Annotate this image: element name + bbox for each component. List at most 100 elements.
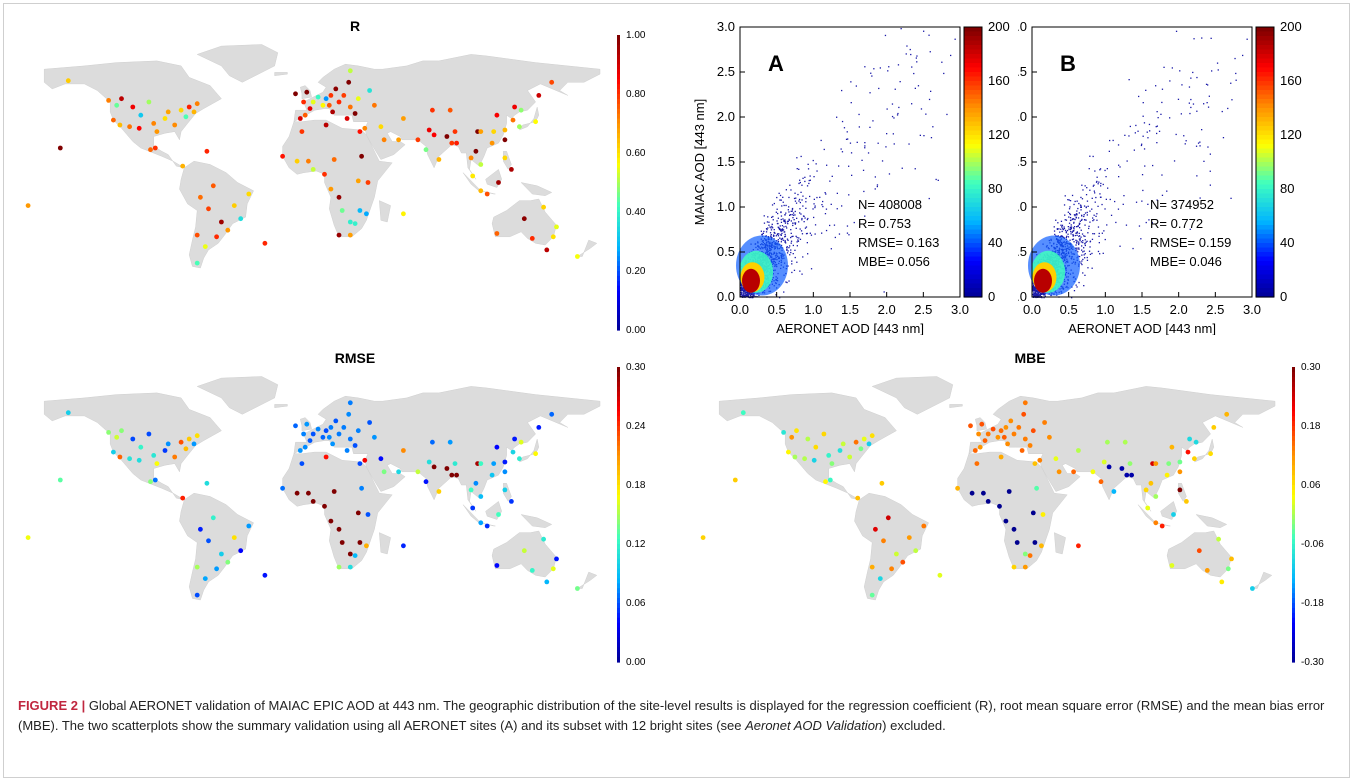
station-marker	[355, 510, 361, 516]
scatter-point	[916, 61, 918, 63]
station-marker	[1030, 510, 1036, 516]
density-colorbar-segment	[964, 166, 982, 172]
station-marker	[1005, 441, 1010, 447]
station-marker	[355, 428, 361, 434]
scatter-point	[787, 209, 789, 211]
colorbar-segment	[617, 231, 620, 238]
scatter-point	[813, 216, 815, 219]
scatter-point	[799, 181, 801, 184]
station-marker	[194, 232, 200, 238]
scatter-point	[782, 239, 785, 241]
scatter-point	[1122, 203, 1124, 205]
scatter-point	[1078, 212, 1080, 214]
scatter-point	[858, 113, 860, 116]
scatter-point	[1083, 214, 1085, 216]
scatter-point	[749, 292, 751, 294]
station-marker	[357, 208, 363, 213]
x-tick-label: 2.5	[914, 302, 932, 317]
station-marker	[449, 472, 455, 478]
scatter-point	[783, 220, 785, 223]
station-marker	[320, 434, 326, 440]
station-marker	[372, 102, 377, 108]
scatter-point	[1064, 214, 1066, 216]
scatter-point	[748, 292, 750, 294]
station-marker	[127, 124, 132, 130]
station-marker	[1177, 469, 1183, 475]
scatter-point	[805, 226, 808, 228]
density-colorbar-segment	[1256, 117, 1274, 123]
density-colorbar-segment	[964, 121, 982, 127]
density-colorbar-segment	[964, 229, 982, 235]
density-colorbar-segment	[1256, 49, 1274, 55]
scatter-point	[1083, 219, 1086, 221]
scatter-point	[841, 151, 844, 153]
scatter-point	[786, 221, 789, 223]
scatter-point	[1081, 260, 1083, 262]
scatter-point	[893, 117, 895, 119]
station-marker	[396, 137, 401, 143]
scatter-point	[782, 218, 784, 220]
density-colorbar-segment	[1256, 202, 1274, 208]
station-marker	[1111, 489, 1117, 494]
scatter-point	[1190, 98, 1192, 101]
station-marker	[977, 444, 983, 450]
station-marker	[982, 438, 988, 443]
scatter-point	[1196, 110, 1198, 112]
station-marker	[436, 157, 442, 162]
scatter-point	[1069, 229, 1071, 231]
station-marker	[198, 194, 203, 200]
scatter-point	[1175, 133, 1177, 136]
colorbar-tick-label: 0.20	[626, 266, 646, 277]
station-marker	[231, 203, 237, 209]
scatter-point	[1143, 122, 1146, 124]
scatter-point	[1067, 233, 1069, 235]
scatter-point	[1196, 76, 1198, 79]
scatter-point	[1069, 217, 1072, 219]
scatter-point	[1074, 215, 1076, 217]
station-marker	[1204, 568, 1210, 573]
station-marker	[974, 461, 980, 466]
scatter-point	[805, 207, 807, 209]
colorbar-segment	[1292, 642, 1295, 648]
station-marker	[1030, 428, 1036, 434]
land-shape	[1166, 530, 1232, 578]
scatter-point	[1033, 293, 1036, 295]
station-marker	[1153, 520, 1159, 526]
scatter-point	[1071, 231, 1073, 233]
scatter-point	[1084, 185, 1086, 187]
scatter-point	[891, 103, 894, 105]
colorbar-segment	[1292, 529, 1295, 535]
scatter-point	[1086, 259, 1089, 261]
density-colorbar-tick-label: 0	[988, 289, 995, 304]
density-colorbar-segment	[1256, 261, 1274, 267]
scatter-point	[747, 293, 749, 295]
scatter-point	[791, 208, 794, 210]
scatter-point	[1091, 267, 1093, 269]
scatter-point	[1063, 204, 1066, 206]
station-marker	[529, 236, 535, 241]
scatter-point	[1089, 155, 1091, 157]
scatter-point	[1104, 169, 1106, 172]
station-marker	[299, 461, 305, 466]
colorbar-segment	[1292, 426, 1295, 432]
density-colorbar-segment	[964, 31, 982, 37]
figure-frame	[3, 3, 1350, 778]
scatter-point	[799, 270, 801, 272]
density-colorbar-tick-label: 120	[988, 127, 1010, 142]
y-tick-label: 1.5	[717, 154, 735, 169]
scatter-point	[752, 295, 754, 298]
station-marker	[1166, 461, 1172, 466]
colorbar-segment	[617, 148, 620, 154]
colorbar-segment	[1292, 455, 1295, 462]
colorbar-segment	[1292, 553, 1295, 560]
station-marker	[1101, 459, 1107, 465]
scatter-point	[825, 193, 827, 195]
scatter-point	[1087, 205, 1089, 207]
scatter-point	[1147, 203, 1149, 205]
station-marker	[794, 428, 799, 434]
station-marker	[362, 125, 368, 131]
scatter-point	[1092, 155, 1094, 158]
scatter-point	[794, 210, 796, 213]
station-marker	[473, 480, 479, 486]
scatter-point	[1069, 239, 1071, 241]
